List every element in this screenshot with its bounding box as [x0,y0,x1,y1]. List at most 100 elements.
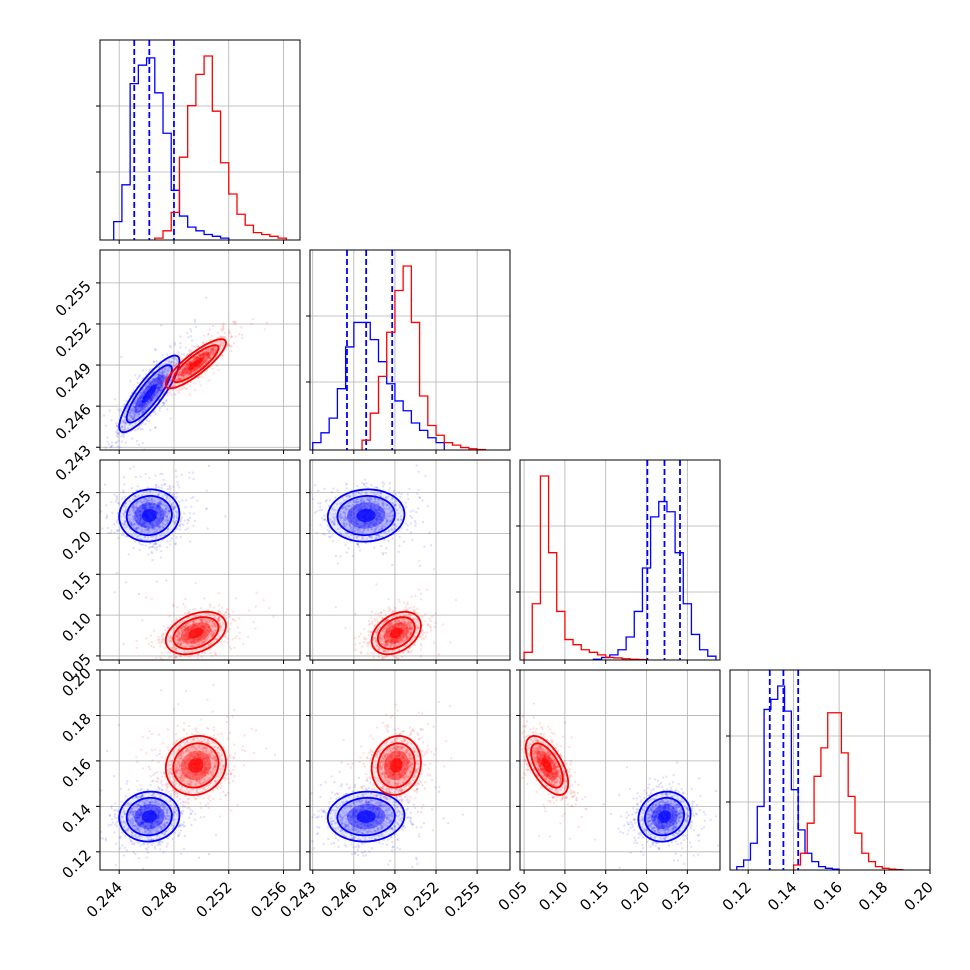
sample-point [193,358,196,362]
sample-point [155,394,158,397]
sample-point [132,504,135,507]
sample-point [157,388,160,391]
sample-point [179,643,182,646]
sample-point [122,642,125,646]
sample-point [198,642,201,646]
sample-point [145,637,148,640]
sample-point [179,642,183,645]
sample-point [161,515,165,518]
sample-point [198,364,202,367]
sample-point [203,646,206,650]
sample-point [334,554,338,558]
sample-point [220,341,223,344]
sample-point [193,382,196,385]
sample-point [212,623,215,626]
sample-point [136,400,139,403]
sample-point [233,320,237,324]
sample-point [176,642,179,646]
sample-point [156,691,158,693]
sample-point [154,378,157,382]
sample-point [157,493,160,497]
sample-point [369,528,373,531]
sample-point [212,632,215,636]
sample-point [189,330,193,333]
sample-point [150,644,153,648]
sample-point [352,536,355,540]
sample-point [213,615,217,618]
sample-point [132,504,135,507]
sample-point [135,646,138,650]
sample-point [188,362,191,366]
sample-point [157,392,160,396]
sample-point [160,378,163,382]
sample-point [188,361,192,364]
sample-point [157,373,161,377]
sample-point [373,500,376,503]
sample-point [187,371,190,375]
sample-point [181,368,184,371]
sample-point [148,401,152,404]
sample-point [185,638,189,641]
sample-point [183,367,186,370]
sample-point [136,377,139,381]
sample-point [171,383,174,386]
sample-point [182,376,185,380]
sample-point [189,627,192,630]
sample-point [208,354,212,357]
sample-point [166,512,169,516]
sample-point [406,528,409,531]
sample-point [196,356,200,359]
sample-point [380,527,384,531]
sample-point [135,502,138,506]
contour-level-3 [188,357,204,370]
sample-point [351,554,355,558]
sample-point [377,524,380,528]
sample-point [134,475,138,479]
sample-point [159,517,163,520]
sample-point [377,505,381,509]
sample-point [415,464,418,467]
sample-point [227,331,231,334]
sample-point [178,638,182,642]
sample-point [207,644,210,647]
sample-point [138,394,141,397]
sample-point [376,533,380,537]
sample-point [387,489,391,492]
sample-point [220,335,223,339]
sample-point [207,332,210,336]
sample-point [202,350,205,353]
sample-point [185,640,188,644]
sample-point [207,357,211,360]
sample-point [139,475,143,478]
sample-point [143,525,147,528]
sample-point [152,393,156,396]
sample-point [377,528,381,532]
sample-point [190,372,193,376]
sample-point [150,597,153,600]
sample-point [218,626,222,629]
sample-point [392,489,396,493]
sample-point [196,356,199,360]
sample-point [153,394,156,397]
sample-point [159,502,162,505]
sample-point [141,405,144,409]
panel-0-0 [96,39,301,244]
sample-point [105,517,108,520]
sample-point [196,657,199,660]
sample-point [207,625,211,629]
sample-point [176,636,180,640]
sample-point [141,369,145,372]
sample-point [141,409,145,412]
sample-point [140,507,144,510]
sample-point [341,497,344,500]
sample-point [165,375,169,378]
sample-point [156,392,159,395]
sample-point [117,408,120,411]
sample-point [346,517,349,520]
sample-point [348,521,352,524]
sample-point [160,503,163,507]
sample-point [185,367,188,370]
sample-point [193,357,197,360]
sample-point [201,640,204,643]
sample-point [138,548,141,552]
